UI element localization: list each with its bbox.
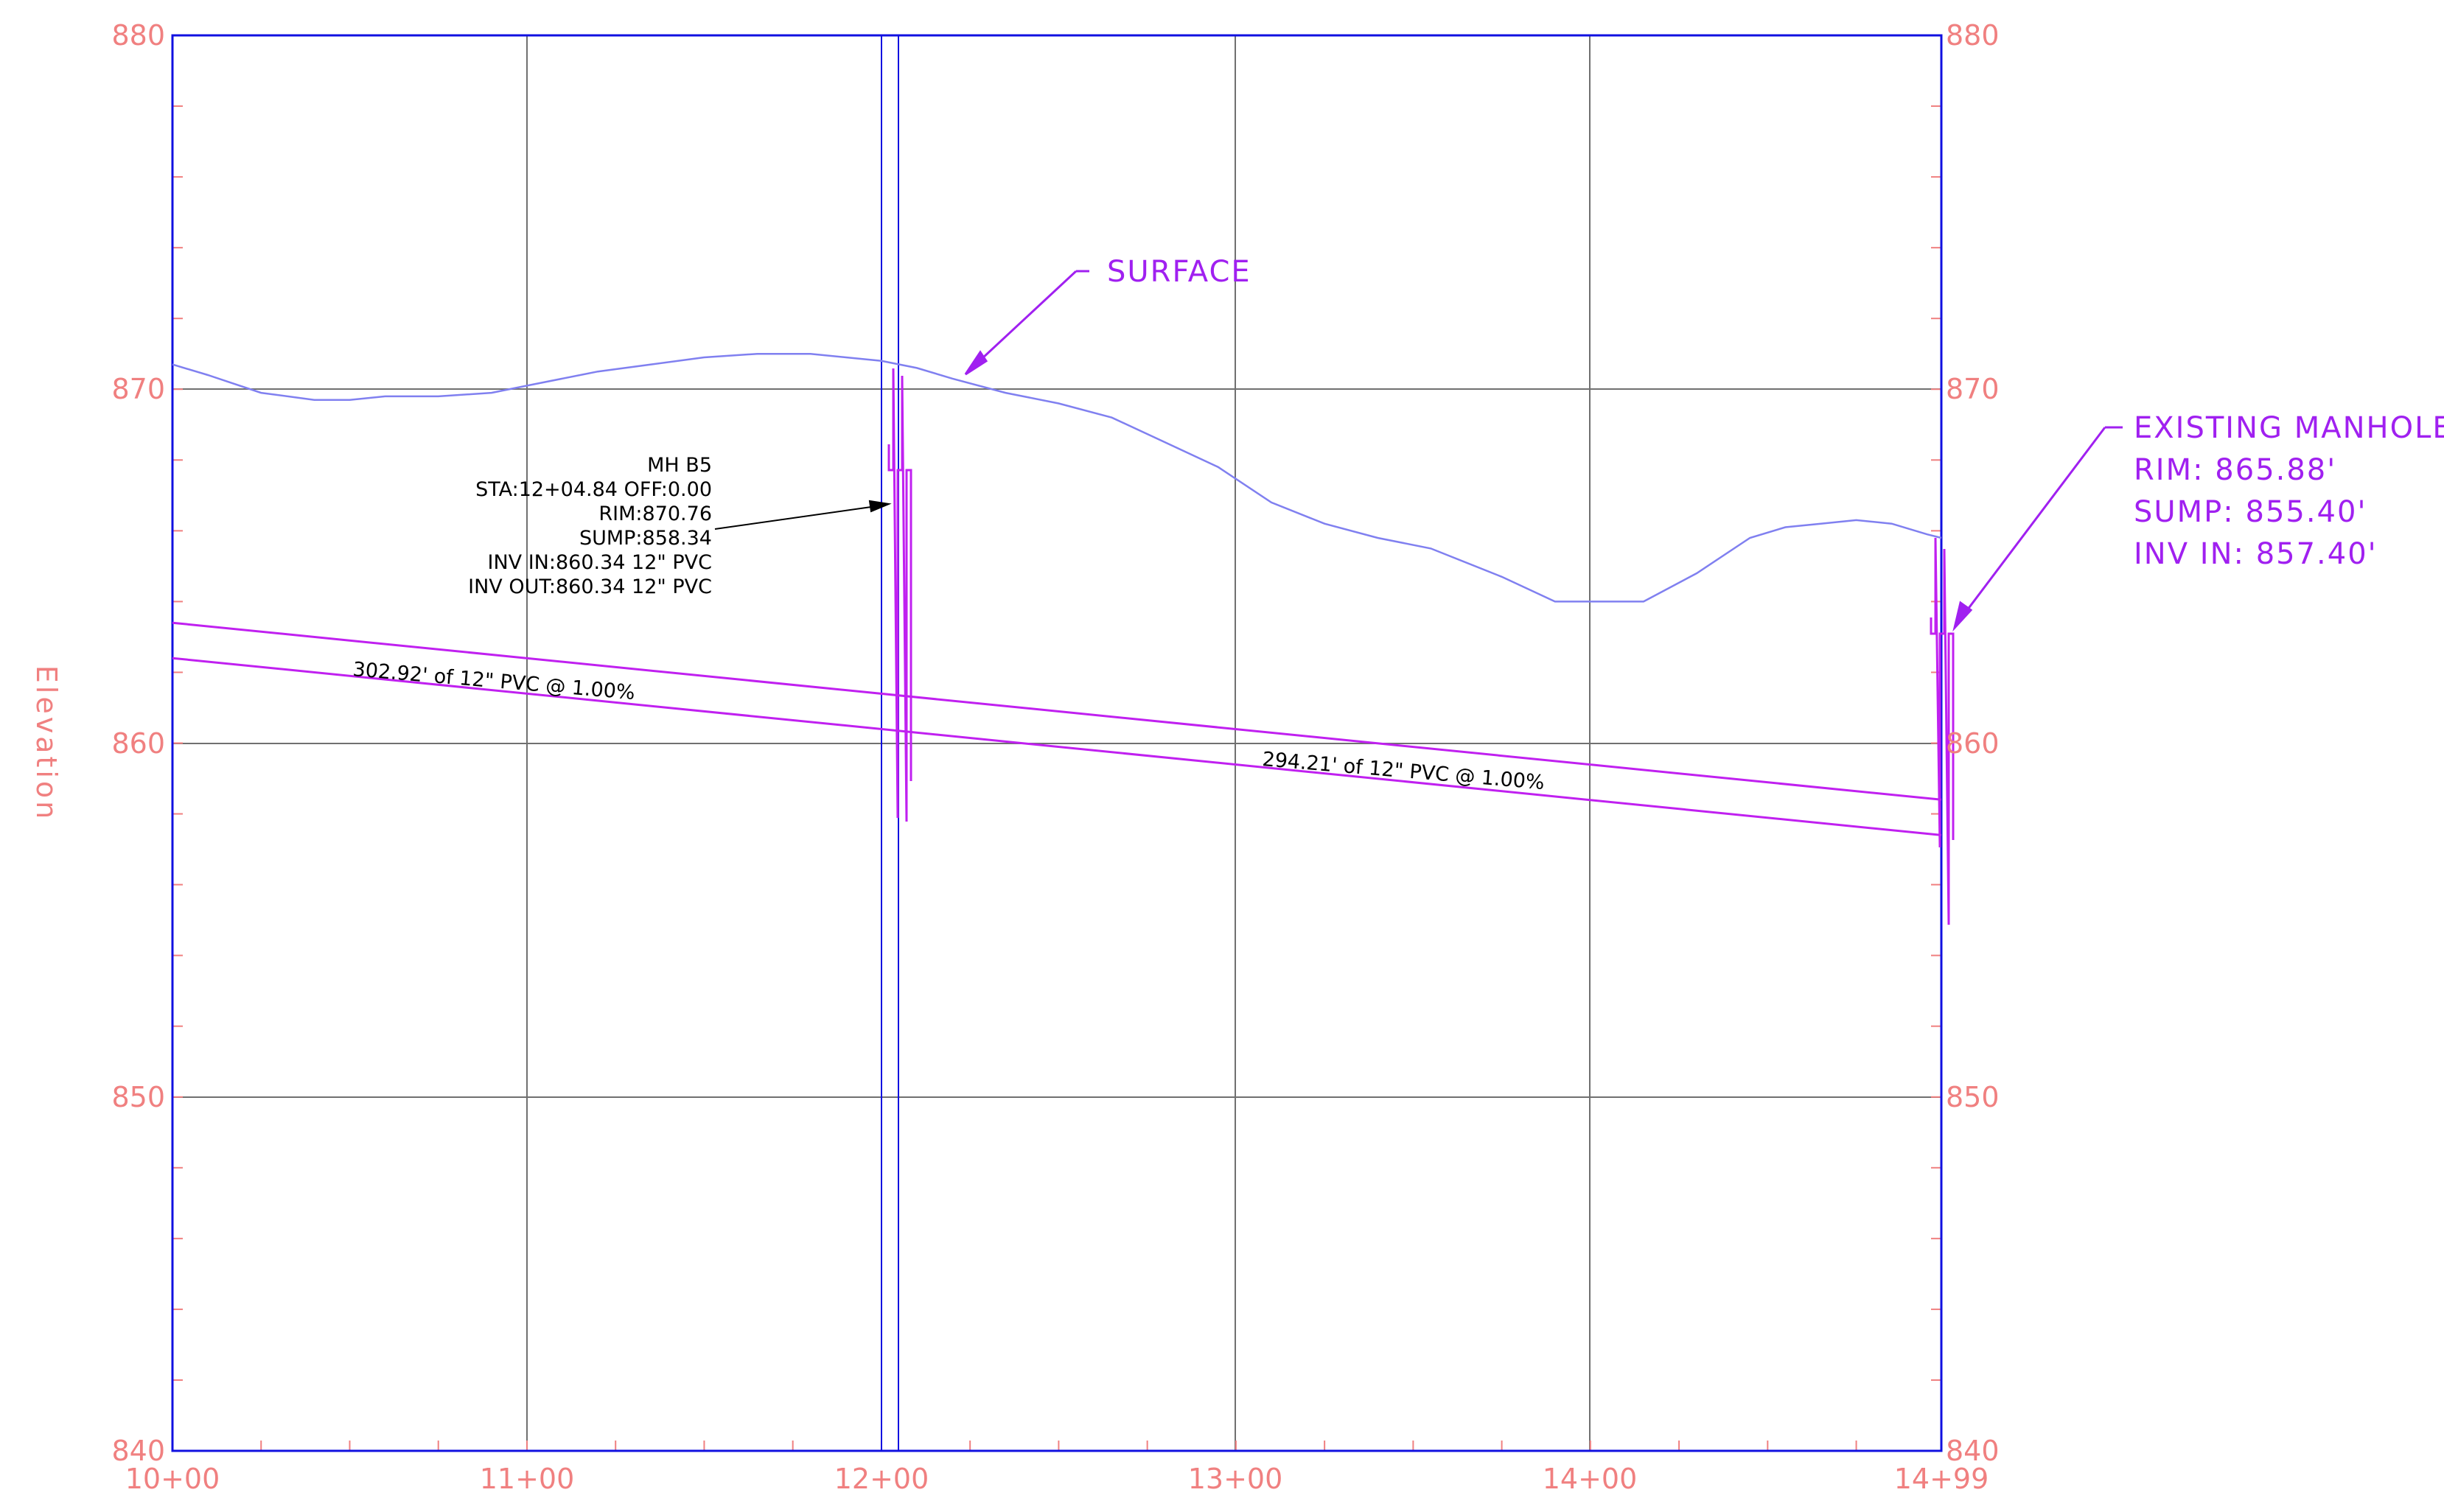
existing-manhole-title: EXISTING MANHOLE [2134,411,2444,445]
y-axis-title: Elevation [30,665,63,822]
pipe-invert-line [172,657,1942,836]
mh-b5-sump: SUMP:858.34 [579,527,712,550]
y-tick-label-left: 870 [111,373,165,405]
mh-b5-leader [714,500,892,530]
mh-b5-inv-in: INV IN:860.34 12" PVC [488,551,713,574]
y-tick-label-left: 850 [111,1081,165,1113]
y-tick-label-right: 840 [1946,1435,2000,1467]
mh-b5-inv-out: INV OUT:860.34 12" PVC [468,575,712,598]
surface-line [172,352,1942,603]
y-tick-label-left: 880 [111,19,165,52]
x-tick-label: 14+99 [1894,1463,1989,1495]
pipe-top-line [172,621,1942,801]
mh-b5-title: MH B5 [647,454,712,477]
existing-manhole-rim: RIM: 865.88' [2134,453,2336,487]
existing-manhole-sump: SUMP: 855.40' [2134,495,2367,529]
minor-ticks [172,35,1941,1452]
y-tick-label-right: 860 [1946,727,2000,760]
x-axis: 10+00 11+00 12+00 13+00 14+00 14+99 [125,1463,1989,1495]
grid [172,35,1941,1451]
x-tick-label: 11+00 [480,1463,575,1495]
y-tick-label-left: 860 [111,727,165,760]
existing-manhole-inv-in: INV IN: 857.40' [2134,537,2378,571]
surface-leader [964,270,1089,376]
mh-b5-symbol [887,368,912,822]
mh-b5-callout: MH B5 STA:12+04.84 OFF:0.00 RIM:870.76 S… [468,454,712,598]
y-tick-label-right: 850 [1946,1081,2000,1113]
y-tick-label-left: 840 [111,1435,165,1467]
y-tick-label-right: 870 [1946,373,2000,405]
existing-manhole-callout: EXISTING MANHOLE RIM: 865.88' SUMP: 855.… [2134,411,2444,571]
plot-frame [171,34,1943,1452]
x-tick-label: 10+00 [125,1463,220,1495]
x-tick-label: 13+00 [1188,1463,1283,1495]
mh-b5-station: STA:12+04.84 OFF:0.00 [475,478,712,501]
mh-b5-rim: RIM:870.76 [598,503,712,525]
existing-manhole-leader [1952,426,2123,632]
x-tick-label: 14+00 [1543,1463,1638,1495]
surface-label: SURFACE [1107,255,1251,289]
series-layer [172,352,1942,836]
existing-manhole-symbol [1930,537,1955,925]
x-tick-label: 12+00 [834,1463,929,1495]
y-axis-right: 840 850 860 870 880 [1946,19,2000,1467]
y-axis-left: 840 850 860 870 880 [111,19,165,1467]
y-tick-label-right: 880 [1946,19,2000,52]
